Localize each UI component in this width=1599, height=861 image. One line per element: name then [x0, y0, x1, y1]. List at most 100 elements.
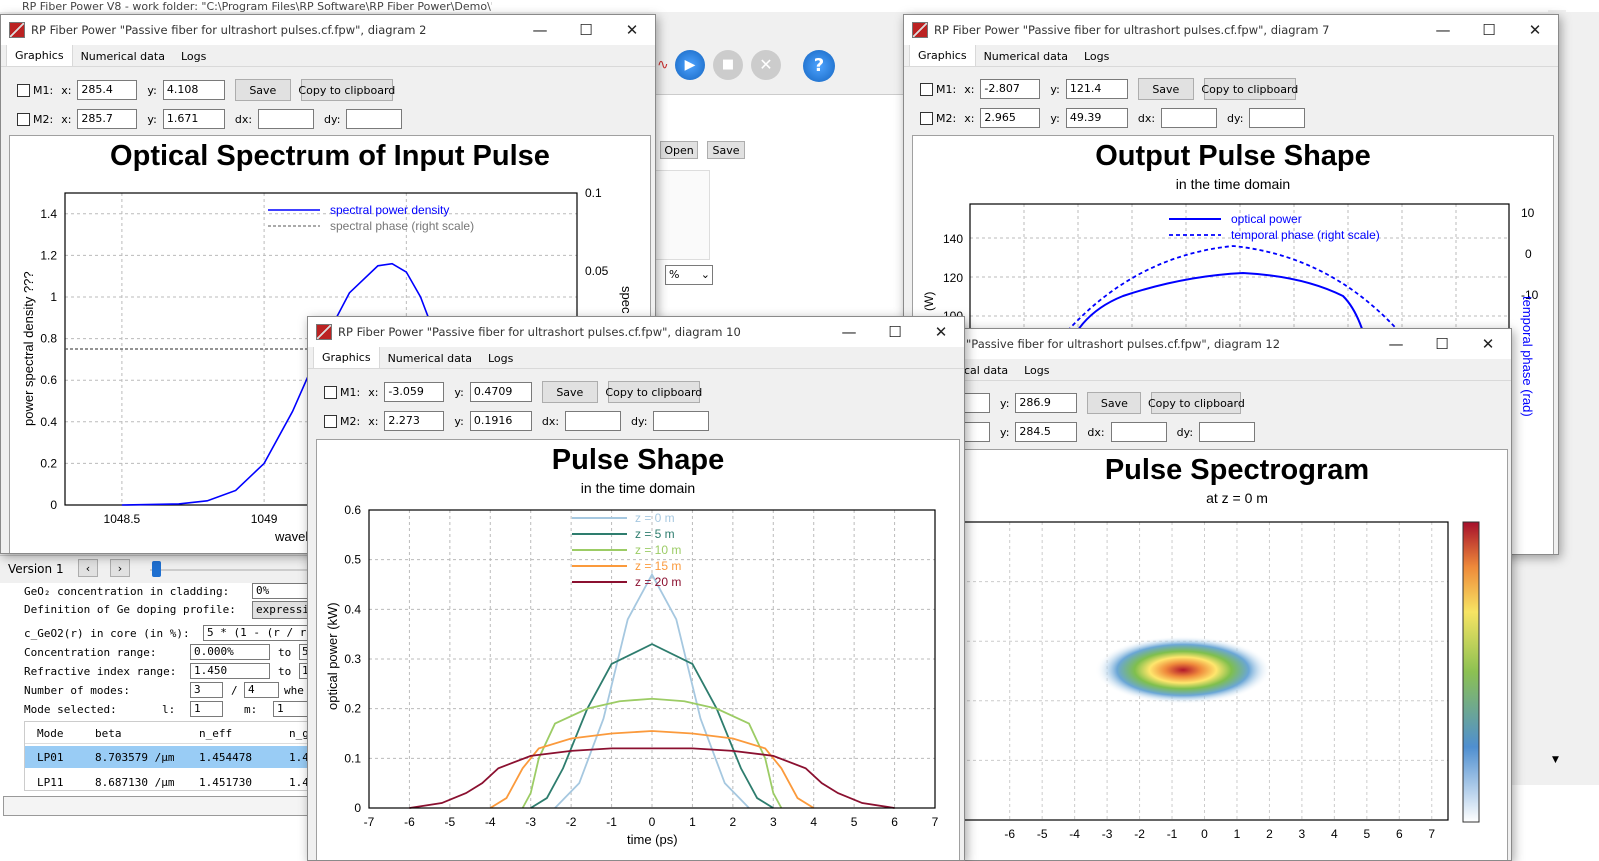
- m2-y-field[interactable]: 49.39: [1065, 108, 1128, 128]
- param-extra-modes: whe: [284, 684, 304, 697]
- minimize-icon[interactable]: —: [1388, 335, 1404, 353]
- stop-icon[interactable]: ■: [713, 50, 743, 80]
- tab-numerical-data[interactable]: Numerical data: [80, 50, 165, 63]
- copy-to-clipboard-button[interactable]: Copy to clipboard: [1148, 392, 1245, 414]
- dy-field[interactable]: [653, 411, 710, 431]
- series-line-1: [530, 643, 774, 809]
- m2-x-field[interactable]: 285.7: [77, 109, 138, 129]
- tab-graphics[interactable]: Graphics: [909, 44, 976, 66]
- close-icon[interactable]: ✕: [1528, 21, 1542, 39]
- close-icon[interactable]: ✕: [934, 323, 948, 341]
- param-value-modes[interactable]: 3: [190, 682, 223, 698]
- dx-field[interactable]: [1161, 108, 1218, 128]
- m1-x-field[interactable]: 285.4: [77, 80, 138, 100]
- tab-numerical-data[interactable]: cal data: [964, 364, 1009, 377]
- copy-to-clipboard-button[interactable]: Copy to clipboard: [1201, 78, 1298, 100]
- param-l-value[interactable]: 1: [190, 701, 223, 717]
- m2-checkbox[interactable]: [17, 112, 30, 126]
- maximize-icon[interactable]: ☐: [579, 21, 593, 39]
- tab-logs[interactable]: Logs: [180, 50, 207, 63]
- table-row[interactable]: LP11 8.687130 /µm 1.451730 1.4: [25, 772, 311, 792]
- wave-icon[interactable]: ∿: [657, 57, 669, 73]
- maximize-icon[interactable]: ☐: [1435, 335, 1449, 353]
- close-icon[interactable]: ✕: [1481, 335, 1495, 353]
- m1-x-field[interactable]: -3.059: [384, 382, 445, 402]
- param-value-profile[interactable]: expressi: [252, 601, 310, 619]
- diagram-10-titlebar[interactable]: RP Fiber Power "Passive fiber for ultras…: [308, 317, 964, 347]
- m2-y-field[interactable]: 0.1916: [469, 411, 532, 431]
- param-to-conc: to: [278, 646, 292, 659]
- x-tick-label: 1048.5: [104, 512, 141, 526]
- param-value-cgeo2[interactable]: 5 * (1 - (r / r: [203, 625, 310, 641]
- param-value2-modes[interactable]: 4: [244, 682, 279, 698]
- tab-numerical-data[interactable]: Numerical data: [387, 352, 472, 365]
- copy-to-clipboard-button[interactable]: Copy to clipboard: [298, 79, 395, 101]
- diagram-12-titlebar[interactable]: "Passive fiber for ultrashort pulses.cf.…: [956, 329, 1511, 359]
- tab-numerical-data[interactable]: Numerical data: [983, 50, 1068, 63]
- param-value-ri[interactable]: 1.450: [190, 663, 270, 679]
- minimize-icon[interactable]: —: [841, 323, 857, 341]
- dx-field[interactable]: [1110, 422, 1167, 442]
- m1-y-field[interactable]: 0.4709: [469, 382, 532, 402]
- diagram-2-titlebar[interactable]: RP Fiber Power "Passive fiber for ultras…: [1, 15, 655, 45]
- save-button[interactable]: Save: [234, 79, 291, 101]
- m2-x-field[interactable]: 2.965: [980, 108, 1041, 128]
- maximize-icon[interactable]: ☐: [888, 323, 902, 341]
- m1-y-field[interactable]: 286.9: [1015, 393, 1078, 413]
- tab-logs[interactable]: Logs: [487, 352, 514, 365]
- dy-field[interactable]: [1199, 422, 1256, 442]
- next-version-button[interactable]: ›: [110, 559, 130, 577]
- play-icon[interactable]: ▶: [675, 50, 705, 80]
- m1-checkbox[interactable]: [324, 385, 337, 399]
- dx-field[interactable]: [565, 411, 622, 431]
- tab-graphics[interactable]: Graphics: [313, 346, 380, 368]
- tab-graphics[interactable]: Graphics: [6, 44, 73, 66]
- m2-checkbox[interactable]: [324, 414, 337, 428]
- save-button[interactable]: Save: [541, 381, 598, 403]
- cell-neff: 1.454478: [199, 751, 252, 764]
- m1-checkbox[interactable]: [920, 82, 933, 96]
- m2-checkbox[interactable]: [920, 111, 933, 125]
- save-button[interactable]: Save: [1087, 392, 1142, 414]
- dy-field[interactable]: [1249, 108, 1306, 128]
- dx-label: dx:: [234, 112, 253, 126]
- m1-x-field[interactable]: -2.807: [980, 79, 1041, 99]
- m2-y-field[interactable]: 1.671: [162, 109, 225, 129]
- version-slider-handle[interactable]: [152, 561, 161, 577]
- y2-tick: 0: [1525, 247, 1532, 261]
- copy-to-clipboard-button[interactable]: Copy to clipboard: [605, 381, 702, 403]
- minimize-icon[interactable]: —: [1435, 21, 1451, 39]
- dx-field[interactable]: [258, 109, 315, 129]
- param-to-ri: to: [278, 665, 292, 678]
- maximize-icon[interactable]: ☐: [1482, 21, 1496, 39]
- tab-logs[interactable]: Logs: [1083, 50, 1110, 63]
- m1-checkbox[interactable]: [17, 83, 30, 97]
- m2-y-field[interactable]: 284.5: [1015, 422, 1078, 442]
- open-button[interactable]: Open: [660, 141, 698, 159]
- save-button[interactable]: Save: [1137, 78, 1194, 100]
- m1-y-field[interactable]: 4.108: [162, 80, 225, 100]
- unit-select[interactable]: % ⌄: [665, 265, 713, 285]
- diagram-7-titlebar[interactable]: RP Fiber Power "Passive fiber for ultras…: [904, 15, 1558, 45]
- y-tick: 140: [943, 232, 963, 246]
- param-value-conc[interactable]: 0.000%: [190, 644, 270, 660]
- param-value-geo2[interactable]: 0%: [252, 583, 310, 599]
- close-icon[interactable]: ✕: [625, 21, 639, 39]
- main-save-button[interactable]: Save: [707, 141, 745, 159]
- tab-logs[interactable]: Logs: [1024, 364, 1050, 377]
- prev-version-button[interactable]: ‹: [78, 559, 98, 577]
- main-side-panel: [1510, 785, 1599, 861]
- cancel-icon[interactable]: ✕: [751, 50, 781, 80]
- minimize-icon[interactable]: —: [532, 21, 548, 39]
- series-line-0: [554, 572, 750, 809]
- param-m-value[interactable]: 1: [273, 701, 310, 717]
- dy-field[interactable]: [346, 109, 403, 129]
- x-tick-label: -4: [485, 815, 496, 829]
- spectrogram-plot-area: Pulse Spectrogram at z = 0 m: [956, 449, 1508, 860]
- m2-x-field[interactable]: 2.273: [384, 411, 445, 431]
- diagram-2-title: RP Fiber Power "Passive fiber for ultras…: [31, 23, 427, 37]
- m1-y-field[interactable]: 121.4: [1065, 79, 1128, 99]
- x-tick-label: -6: [404, 815, 415, 829]
- table-row[interactable]: LP01 8.703579 /µm 1.454478 1.4: [25, 746, 311, 768]
- help-icon[interactable]: ?: [803, 50, 835, 82]
